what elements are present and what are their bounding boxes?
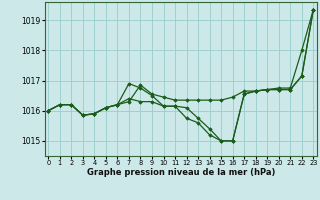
- X-axis label: Graphe pression niveau de la mer (hPa): Graphe pression niveau de la mer (hPa): [87, 168, 275, 177]
